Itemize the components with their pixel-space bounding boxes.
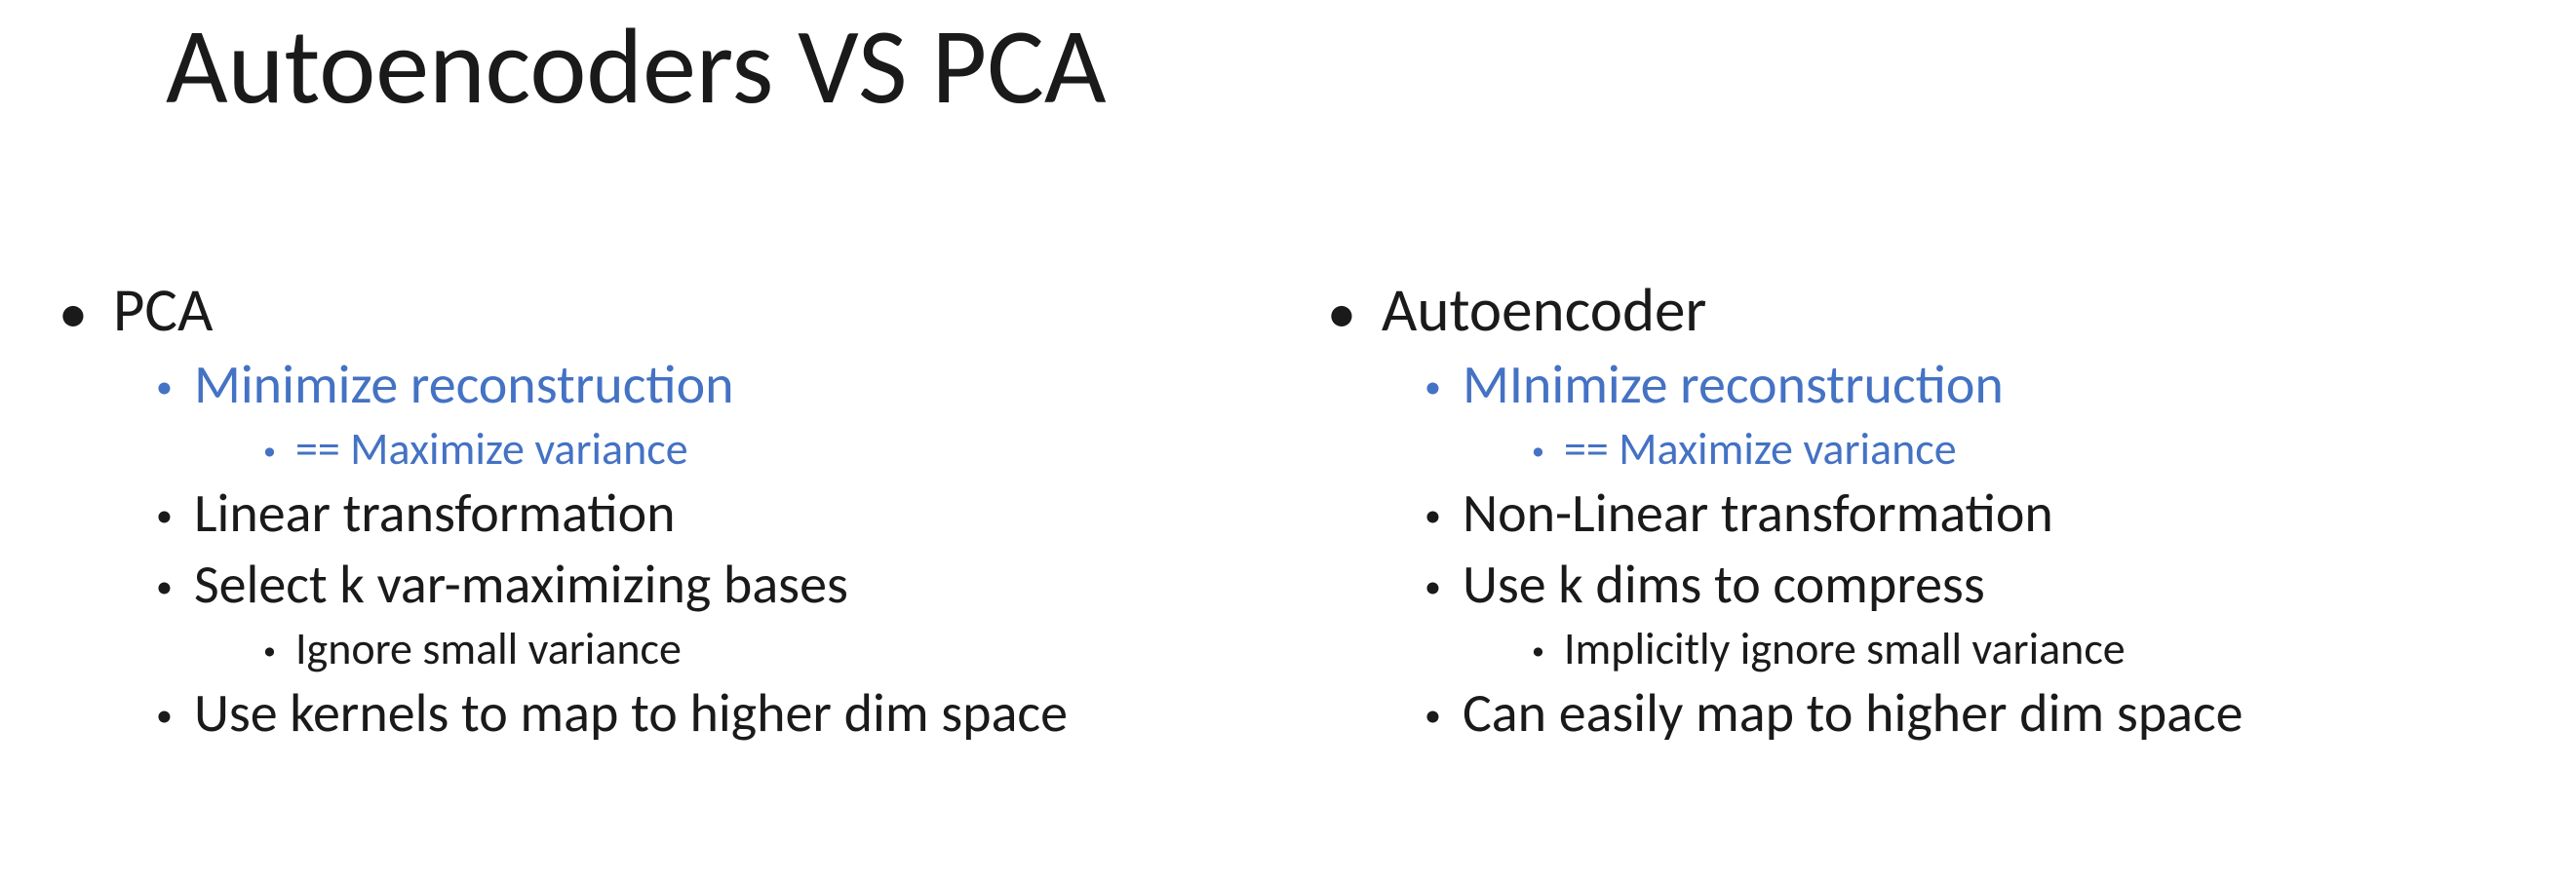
left-item-text: Ignore small variance	[295, 622, 682, 676]
bullet-icon: •	[1425, 500, 1441, 533]
bullet-icon: •	[1425, 371, 1441, 404]
bullet-icon: •	[156, 700, 173, 733]
bullet-icon: •	[156, 371, 173, 404]
bullet-icon: •	[1425, 571, 1441, 604]
right-item-text: MInimize reconstruction	[1463, 352, 2004, 418]
right-item-text: Use k dims to compress	[1463, 552, 1985, 618]
bullet-icon: •	[156, 571, 173, 604]
slide: Autoencoders VS PCA • PCA • Minimize rec…	[0, 0, 2576, 883]
right-heading: Autoencoder	[1382, 273, 1706, 348]
columns: • PCA • Minimize reconstruction • == Max…	[59, 273, 2517, 747]
right-heading-row: • Autoencoder	[1327, 273, 2517, 348]
left-item: • Use kernels to map to higher dim space	[156, 680, 1288, 747]
right-item: • Can easily map to higher dim space	[1425, 680, 2517, 747]
right-item: • MInimize reconstruction	[1425, 352, 2517, 418]
right-item: • Implicitly ignore small variance	[1532, 622, 2517, 676]
bullet-icon: •	[1532, 438, 1544, 463]
left-item-text: Select k var-maximizing bases	[194, 552, 848, 618]
right-item-text: Non-Linear transformation	[1463, 480, 2053, 547]
right-item-text: == Maximize variance	[1564, 422, 1957, 477]
bullet-icon: •	[1327, 285, 1356, 343]
left-heading: PCA	[113, 273, 214, 348]
left-item-text: Minimize reconstruction	[194, 352, 734, 418]
left-item-text: == Maximize variance	[295, 422, 688, 477]
left-item: • Minimize reconstruction	[156, 352, 1288, 418]
right-item-text: Can easily map to higher dim space	[1463, 680, 2244, 747]
bullet-icon: •	[1425, 700, 1441, 733]
right-item: • == Maximize variance	[1532, 422, 2517, 477]
left-item-text: Linear transformation	[194, 480, 676, 547]
left-item-text: Use kernels to map to higher dim space	[194, 680, 1068, 747]
left-item: • == Maximize variance	[263, 422, 1288, 477]
left-item: • Select k var-maximizing bases	[156, 552, 1288, 618]
bullet-icon: •	[263, 637, 276, 663]
left-item: • Linear transformation	[156, 480, 1288, 547]
left-item: • Ignore small variance	[263, 622, 1288, 676]
right-item-text: Implicitly ignore small variance	[1564, 622, 2126, 676]
right-item: • Use k dims to compress	[1425, 552, 2517, 618]
right-item: • Non-Linear transformation	[1425, 480, 2517, 547]
left-column: • PCA • Minimize reconstruction • == Max…	[59, 273, 1288, 747]
left-heading-row: • PCA	[59, 273, 1288, 348]
bullet-icon: •	[156, 500, 173, 533]
bullet-icon: •	[263, 438, 276, 463]
slide-title: Autoencoders VS PCA	[166, 0, 1107, 132]
right-column: • Autoencoder • MInimize reconstruction …	[1288, 273, 2517, 747]
bullet-icon: •	[59, 285, 88, 343]
bullet-icon: •	[1532, 637, 1544, 663]
